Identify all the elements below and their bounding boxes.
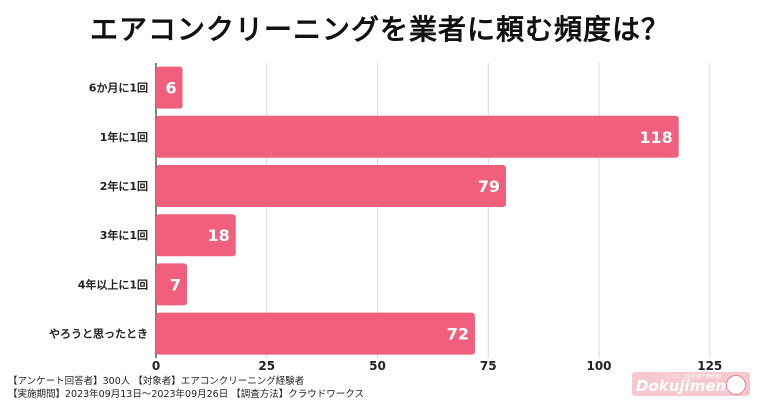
category-label: 3年に1回	[100, 228, 148, 242]
logo-tagline: ニコニコ家計簿で節約術	[666, 374, 722, 380]
x-tick-label: 25	[258, 359, 275, 373]
x-tick-label: 50	[369, 359, 386, 373]
bar	[156, 312, 475, 355]
bar	[156, 66, 183, 109]
bar	[156, 214, 236, 257]
logo-text: Dokujimemo	[636, 377, 742, 395]
value-label: 18	[207, 226, 229, 245]
value-label: 6	[165, 79, 176, 98]
bars	[156, 66, 679, 355]
footer-survey-info: 【アンケート回答者】300人 【対象者】エアコンクリーニング経験者	[8, 376, 305, 387]
x-tick-label: 0	[152, 359, 160, 373]
x-tick-labels: 0 25 50 75 100 125	[152, 359, 722, 373]
bar	[156, 115, 679, 158]
category-label: 4年以上に1回	[78, 277, 148, 291]
chart-title: エアコンクリーニングを業者に頼む頻度は？	[89, 13, 670, 46]
bar	[156, 263, 188, 306]
x-tick-label: 125	[697, 359, 722, 373]
category-label: やろうと思ったとき	[49, 328, 148, 341]
value-label: 79	[478, 177, 500, 196]
footer-period-info: 【実施期間】2023年09月13日〜2023年09月26日 【調査方法】クラウド…	[8, 389, 364, 400]
category-label: 2年に1回	[100, 179, 148, 193]
x-tick-label: 75	[480, 359, 497, 373]
grid-lines	[155, 63, 711, 358]
brand-logo: ニコニコ家計簿で節約術 Dokujimemo	[632, 372, 750, 396]
bar	[156, 165, 506, 207]
sheep-icon	[726, 375, 746, 395]
value-label: 72	[447, 325, 469, 344]
category-label: 6か月に1回	[89, 81, 148, 95]
value-label: 7	[170, 275, 181, 294]
category-label: 1年に1回	[100, 130, 148, 144]
value-labels: 6 118 79 18 7 72	[165, 79, 672, 344]
value-label: 118	[639, 128, 672, 147]
x-tick-label: 100	[586, 359, 611, 373]
